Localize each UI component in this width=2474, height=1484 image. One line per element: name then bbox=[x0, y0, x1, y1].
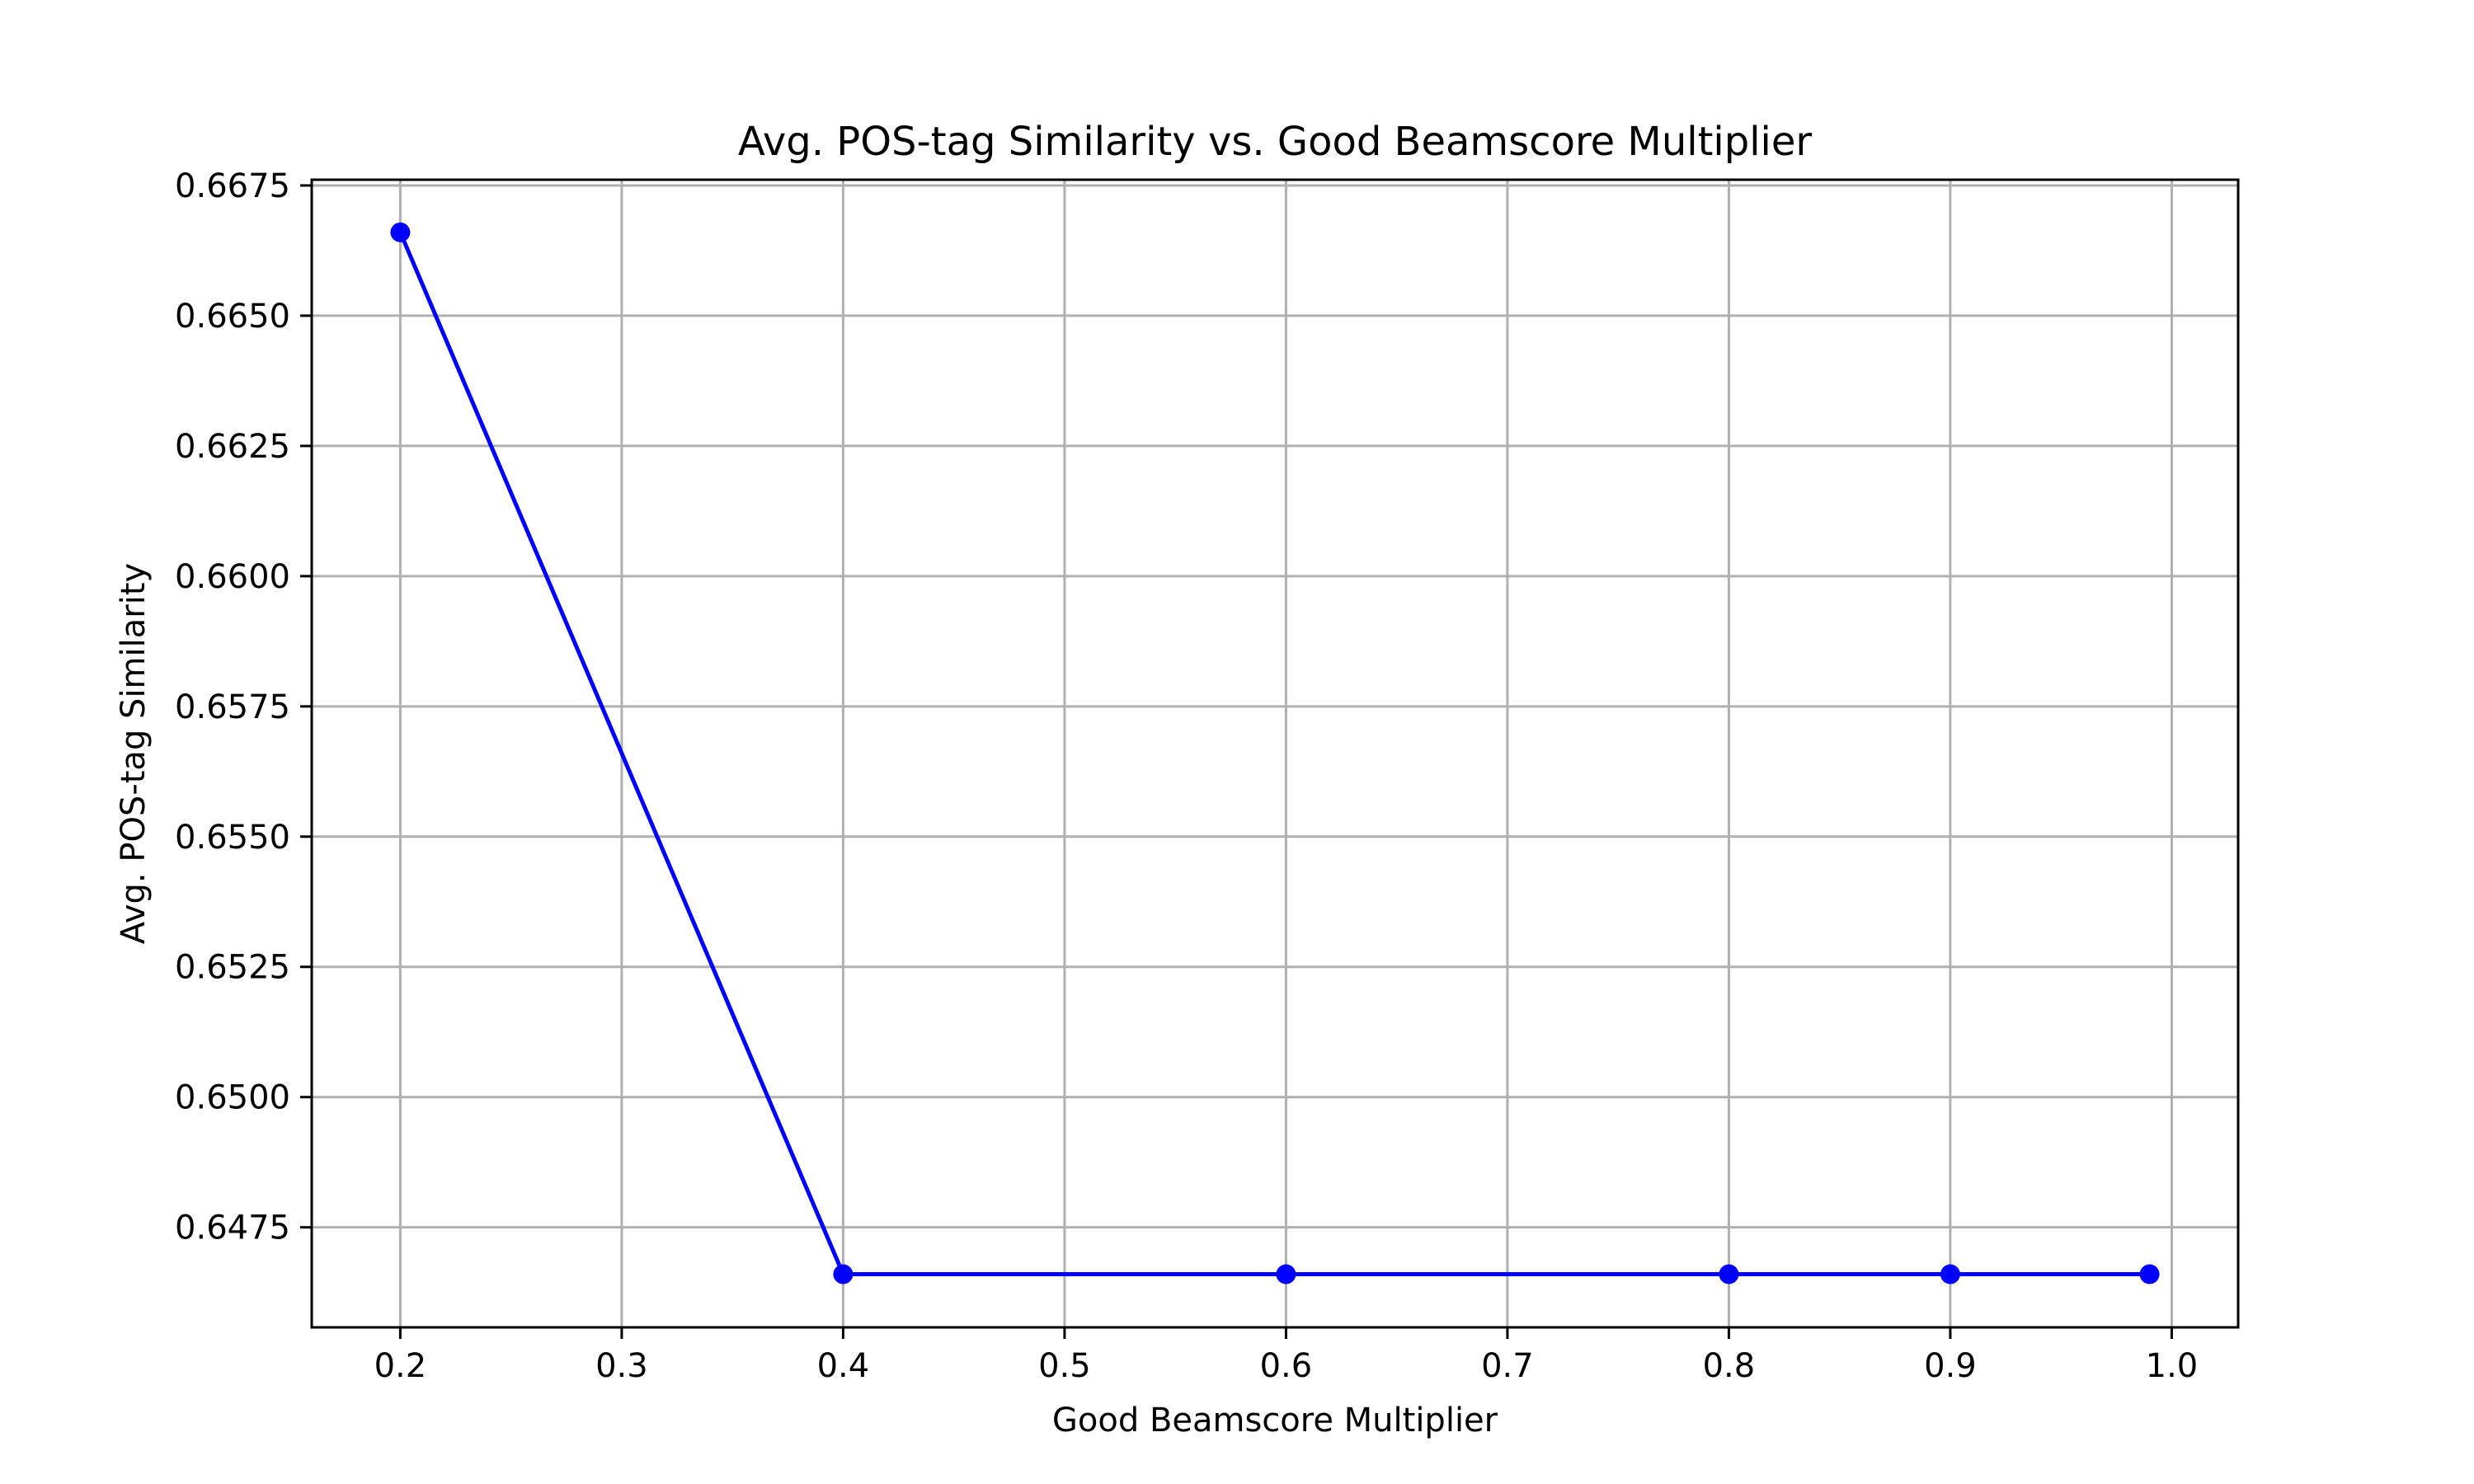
y-tick-label: 0.6500 bbox=[175, 1079, 290, 1117]
x-tick-label: 0.4 bbox=[817, 1347, 870, 1385]
x-axis-label: Good Beamscore Multiplier bbox=[1052, 1402, 1498, 1439]
chart-title: Avg. POS-tag Similarity vs. Good Beamsco… bbox=[738, 119, 1813, 165]
y-tick-label: 0.6525 bbox=[175, 949, 290, 987]
y-tick-label: 0.6600 bbox=[175, 558, 290, 596]
data-point bbox=[390, 222, 411, 242]
data-point bbox=[1940, 1264, 1960, 1284]
data-point bbox=[2139, 1264, 2160, 1284]
grid-lines bbox=[312, 180, 2238, 1327]
x-tick-label: 0.8 bbox=[1703, 1347, 1756, 1385]
x-tick-label: 0.3 bbox=[595, 1347, 648, 1385]
data-point bbox=[1276, 1264, 1296, 1284]
data-series bbox=[390, 222, 2160, 1284]
x-tick-label: 0.7 bbox=[1481, 1347, 1534, 1385]
y-tick-label: 0.6550 bbox=[175, 819, 290, 857]
x-tick-label: 0.6 bbox=[1260, 1347, 1313, 1385]
y-tick-label: 0.6650 bbox=[175, 298, 290, 336]
x-tick-label: 0.5 bbox=[1038, 1347, 1091, 1385]
plot-area-frame bbox=[310, 178, 2240, 1329]
y-tick-label: 0.6475 bbox=[175, 1209, 290, 1247]
data-point bbox=[833, 1264, 854, 1284]
x-tick-label: 0.9 bbox=[1924, 1347, 1977, 1385]
series-line bbox=[398, 231, 2150, 1277]
data-point bbox=[1719, 1264, 1739, 1284]
y-tick-label: 0.6575 bbox=[175, 688, 290, 726]
y-axis-label: Avg. POS-tag Similarity bbox=[115, 563, 153, 944]
x-tick-label: 1.0 bbox=[2146, 1347, 2199, 1385]
y-tick-label: 0.6625 bbox=[175, 428, 290, 466]
axis-ticks: 0.2 0.3 0.4 0.5 0.6 0.7 0.8 0.9 1.0 0.6475 0.6500 0… bbox=[175, 167, 2198, 1385]
x-tick-label: 0.2 bbox=[374, 1347, 427, 1385]
y-tick-label: 0.6675 bbox=[175, 167, 290, 205]
